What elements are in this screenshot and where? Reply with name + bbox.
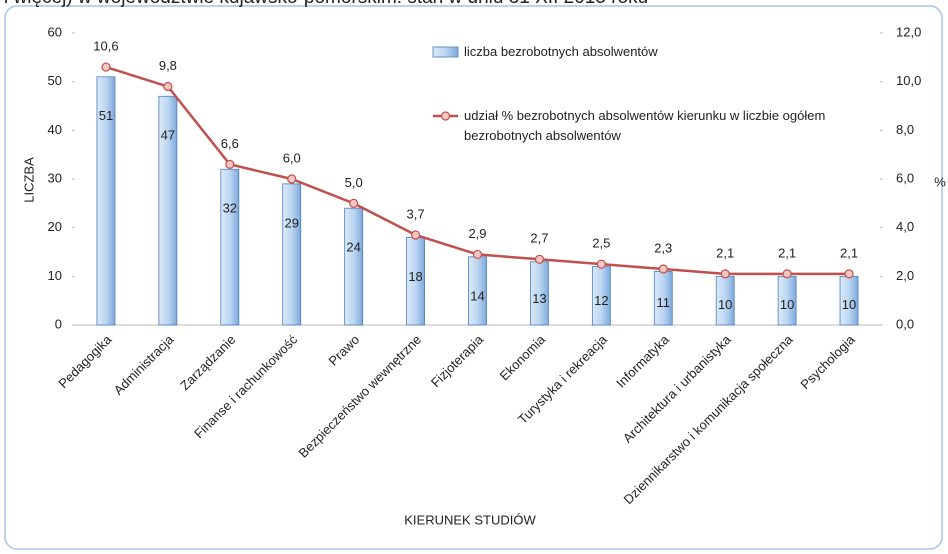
bar-value-label: 10 [842,297,856,312]
bar-value-label: 32 [223,201,237,216]
y-tick-label: 30 [48,170,62,185]
line-value-label: 2,1 [716,245,734,260]
bar-value-label: 29 [284,215,298,230]
y2-tick-label: 2,0 [896,268,914,283]
x-axis-label: KIERUNEK STUDIÓW [404,512,536,527]
y-axis-label: LICZBA [21,157,36,203]
y-tick-label: 50 [48,73,62,88]
line-value-label: 2,5 [592,236,610,251]
line-value-label: 2,7 [530,231,548,246]
legend-swatch [432,46,459,58]
line-value-label: 2,1 [778,245,796,260]
y2-tick-label: 12,0 [896,24,921,39]
line-value-label: 9,8 [159,58,177,73]
bar [344,207,364,326]
y2-tick-label: 4,0 [896,219,914,234]
line-marker [163,81,173,92]
line-marker [349,198,359,208]
line-value-label: 6,0 [283,150,301,165]
bar-value-label: 12 [594,293,608,308]
line-marker [658,264,668,274]
line-marker [596,259,606,269]
bar-value-label: 13 [532,291,546,306]
bar-value-label: 10 [780,297,794,312]
legend-label: liczba bezrobotnych absolwentów [464,44,658,59]
line-marker [410,230,421,240]
line-value-label: 5,0 [345,175,363,190]
bar-value-label: 10 [718,297,732,312]
bar-value-label: 24 [346,240,360,255]
line-value-label: 3,7 [407,206,425,221]
bar [158,95,178,326]
line-value-label: 2,9 [468,226,486,241]
y2-tick-label: 8,0 [896,122,914,137]
y-tick-label: 10 [48,268,62,283]
legend-marker [440,111,451,121]
y-tick-label: 40 [48,122,62,137]
bar-value-label: 47 [161,128,175,143]
line-marker [844,269,854,279]
y2-tick-label: 10,0 [896,73,921,88]
y2-tick-label: 0,0 [896,316,914,331]
line-value-label: 10,6 [93,39,118,54]
legend-label: udział % bezrobotnych absolwentów kierun… [464,108,826,143]
bar [282,183,302,326]
y-tick-label: 20 [48,219,62,234]
y2-axis-label: % [934,174,946,189]
line-marker [720,269,730,279]
line-marker [782,269,792,279]
line-marker [287,174,297,184]
bar-value-label: 11 [657,295,671,310]
bar [220,168,240,326]
bar [96,76,116,326]
line-value-label: 2,3 [654,240,672,255]
line-value-label: 2,1 [840,245,858,260]
bar-value-label: 51 [99,108,113,123]
line-marker [225,159,235,169]
line-marker [472,249,483,260]
line-marker [101,62,111,72]
bar-value-label: 14 [470,288,484,303]
y-tick-label: 0 [55,316,62,331]
y2-tick-label: 6,0 [896,170,914,185]
chart-title: i więcej) w województwie kujawsko-pomors… [4,0,648,8]
y-tick-label: 60 [48,24,62,39]
line-value-label: 6,6 [221,136,239,151]
line-marker [534,254,545,264]
bar-value-label: 18 [408,269,422,284]
